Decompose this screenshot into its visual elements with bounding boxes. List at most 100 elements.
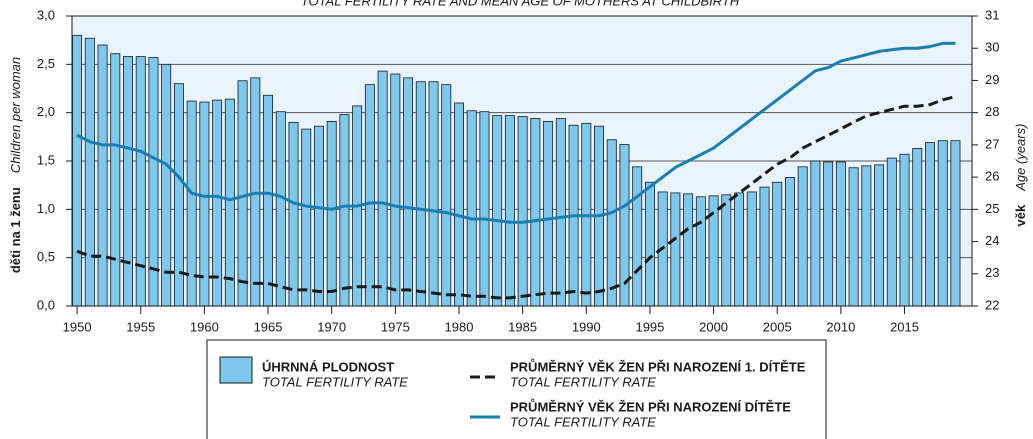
y2-tick-label: 25 bbox=[985, 201, 999, 216]
y-tick-label: 0,5 bbox=[37, 249, 55, 264]
bar bbox=[606, 139, 617, 307]
bar bbox=[454, 102, 464, 307]
bar bbox=[772, 181, 783, 307]
chart-title: TOTAL FERTILITY RATE AND MEAN AGE OF MOT… bbox=[301, 0, 740, 8]
legend-label: PRŮMĚRNÝ VĚK ŽEN PŘI NAROZENÍ DÍTĚTE bbox=[510, 398, 791, 414]
x-tick-label: 2015 bbox=[890, 319, 919, 334]
x-tick-label: 1990 bbox=[572, 319, 601, 334]
y-tick-label: 2,5 bbox=[37, 56, 55, 71]
bar bbox=[364, 84, 375, 307]
bar bbox=[377, 70, 388, 307]
bar bbox=[784, 177, 795, 307]
bar bbox=[326, 120, 337, 307]
y2-tick-label: 29 bbox=[985, 72, 999, 87]
y2-axis-title: věk Age (years) bbox=[1013, 124, 1028, 227]
bar bbox=[97, 44, 108, 307]
y2-label-cz: věk bbox=[1013, 204, 1028, 226]
bar bbox=[415, 81, 426, 307]
bar bbox=[72, 34, 83, 307]
bar bbox=[301, 128, 312, 307]
bar bbox=[759, 186, 770, 307]
bar bbox=[428, 81, 439, 307]
bar bbox=[110, 53, 121, 307]
bar bbox=[288, 121, 299, 307]
y-label-cz: děti na 1 ženu bbox=[8, 187, 23, 273]
bar bbox=[861, 165, 872, 307]
y2-tick-label: 22 bbox=[985, 297, 999, 312]
bar bbox=[504, 115, 515, 307]
bar bbox=[632, 166, 643, 307]
bar bbox=[466, 110, 477, 307]
legend-swatch bbox=[219, 356, 253, 384]
bar bbox=[123, 56, 133, 307]
x-tick-label: 1970 bbox=[317, 319, 346, 334]
bar bbox=[161, 63, 172, 307]
y-label-en: Children per woman bbox=[8, 57, 23, 173]
bar bbox=[441, 84, 452, 307]
bar bbox=[797, 166, 808, 307]
line bbox=[76, 41, 956, 224]
bar bbox=[937, 140, 948, 307]
bar bbox=[390, 73, 401, 307]
y-tick-label: 1,0 bbox=[37, 201, 55, 216]
bar bbox=[403, 77, 414, 307]
line bbox=[76, 95, 956, 300]
bar bbox=[670, 192, 681, 307]
x-tick-label: 2000 bbox=[699, 319, 728, 334]
bar bbox=[517, 116, 528, 307]
bar bbox=[695, 196, 706, 307]
plot-frame bbox=[71, 15, 973, 307]
legend-label: ÚHRNNÁ PLODNOST bbox=[262, 359, 394, 374]
bar bbox=[912, 148, 923, 307]
bar bbox=[950, 140, 961, 307]
bar bbox=[492, 115, 503, 307]
bar bbox=[135, 56, 146, 307]
bar bbox=[746, 191, 757, 307]
bar bbox=[810, 160, 821, 307]
bar bbox=[874, 164, 885, 307]
legend-box bbox=[206, 339, 827, 439]
bar bbox=[886, 157, 897, 307]
legend-label: PRŮMĚRNÝ VĚK ŽEN PŘI NAROZENÍ 1. DÍTĚTE bbox=[510, 358, 806, 374]
legend-label-en: TOTAL FERTILITY RATE bbox=[510, 414, 656, 429]
bar bbox=[224, 98, 235, 307]
bar bbox=[734, 192, 745, 307]
bar bbox=[212, 99, 223, 307]
bar bbox=[313, 125, 324, 307]
y-axis-label: děti na 1 ženu Children per woman bbox=[8, 57, 23, 273]
bar bbox=[835, 161, 846, 307]
x-tick-label: 1985 bbox=[508, 319, 537, 334]
bar bbox=[683, 193, 694, 307]
bar bbox=[555, 118, 566, 307]
bar bbox=[823, 161, 834, 307]
bar bbox=[925, 142, 935, 307]
bar bbox=[848, 167, 859, 307]
x-tick-label: 2005 bbox=[763, 319, 792, 334]
bar bbox=[263, 94, 274, 307]
x-tick-label: 2010 bbox=[826, 319, 855, 334]
bar bbox=[530, 118, 541, 307]
y-tick-label: 1,5 bbox=[37, 152, 55, 167]
bar bbox=[479, 111, 490, 307]
x-tick-label: 1950 bbox=[63, 319, 92, 334]
bar bbox=[339, 114, 350, 307]
y-tick-label: 0,0 bbox=[37, 297, 55, 312]
x-tick-label: 1960 bbox=[190, 319, 219, 334]
y2-tick-label: 28 bbox=[985, 104, 999, 119]
bar bbox=[708, 195, 719, 307]
bar bbox=[237, 80, 248, 307]
y2-tick-label: 23 bbox=[985, 265, 999, 280]
x-tick-label: 1955 bbox=[126, 319, 155, 334]
y2-tick-label: 31 bbox=[985, 7, 999, 22]
y2-tick-label: 24 bbox=[985, 233, 999, 248]
x-tick-label: 1965 bbox=[254, 319, 283, 334]
bar bbox=[721, 194, 732, 307]
y-axis-title: děti na 1 ženu Children per woman bbox=[8, 57, 23, 273]
bar bbox=[899, 153, 910, 307]
x-tick-label: 1975 bbox=[381, 319, 410, 334]
y2-label-en: Age (years) bbox=[1013, 124, 1028, 192]
legend-label-en: TOTAL FERTILITY RATE bbox=[262, 374, 408, 389]
y-tick-label: 3,0 bbox=[37, 7, 55, 22]
y2-tick-label: 27 bbox=[985, 136, 999, 151]
